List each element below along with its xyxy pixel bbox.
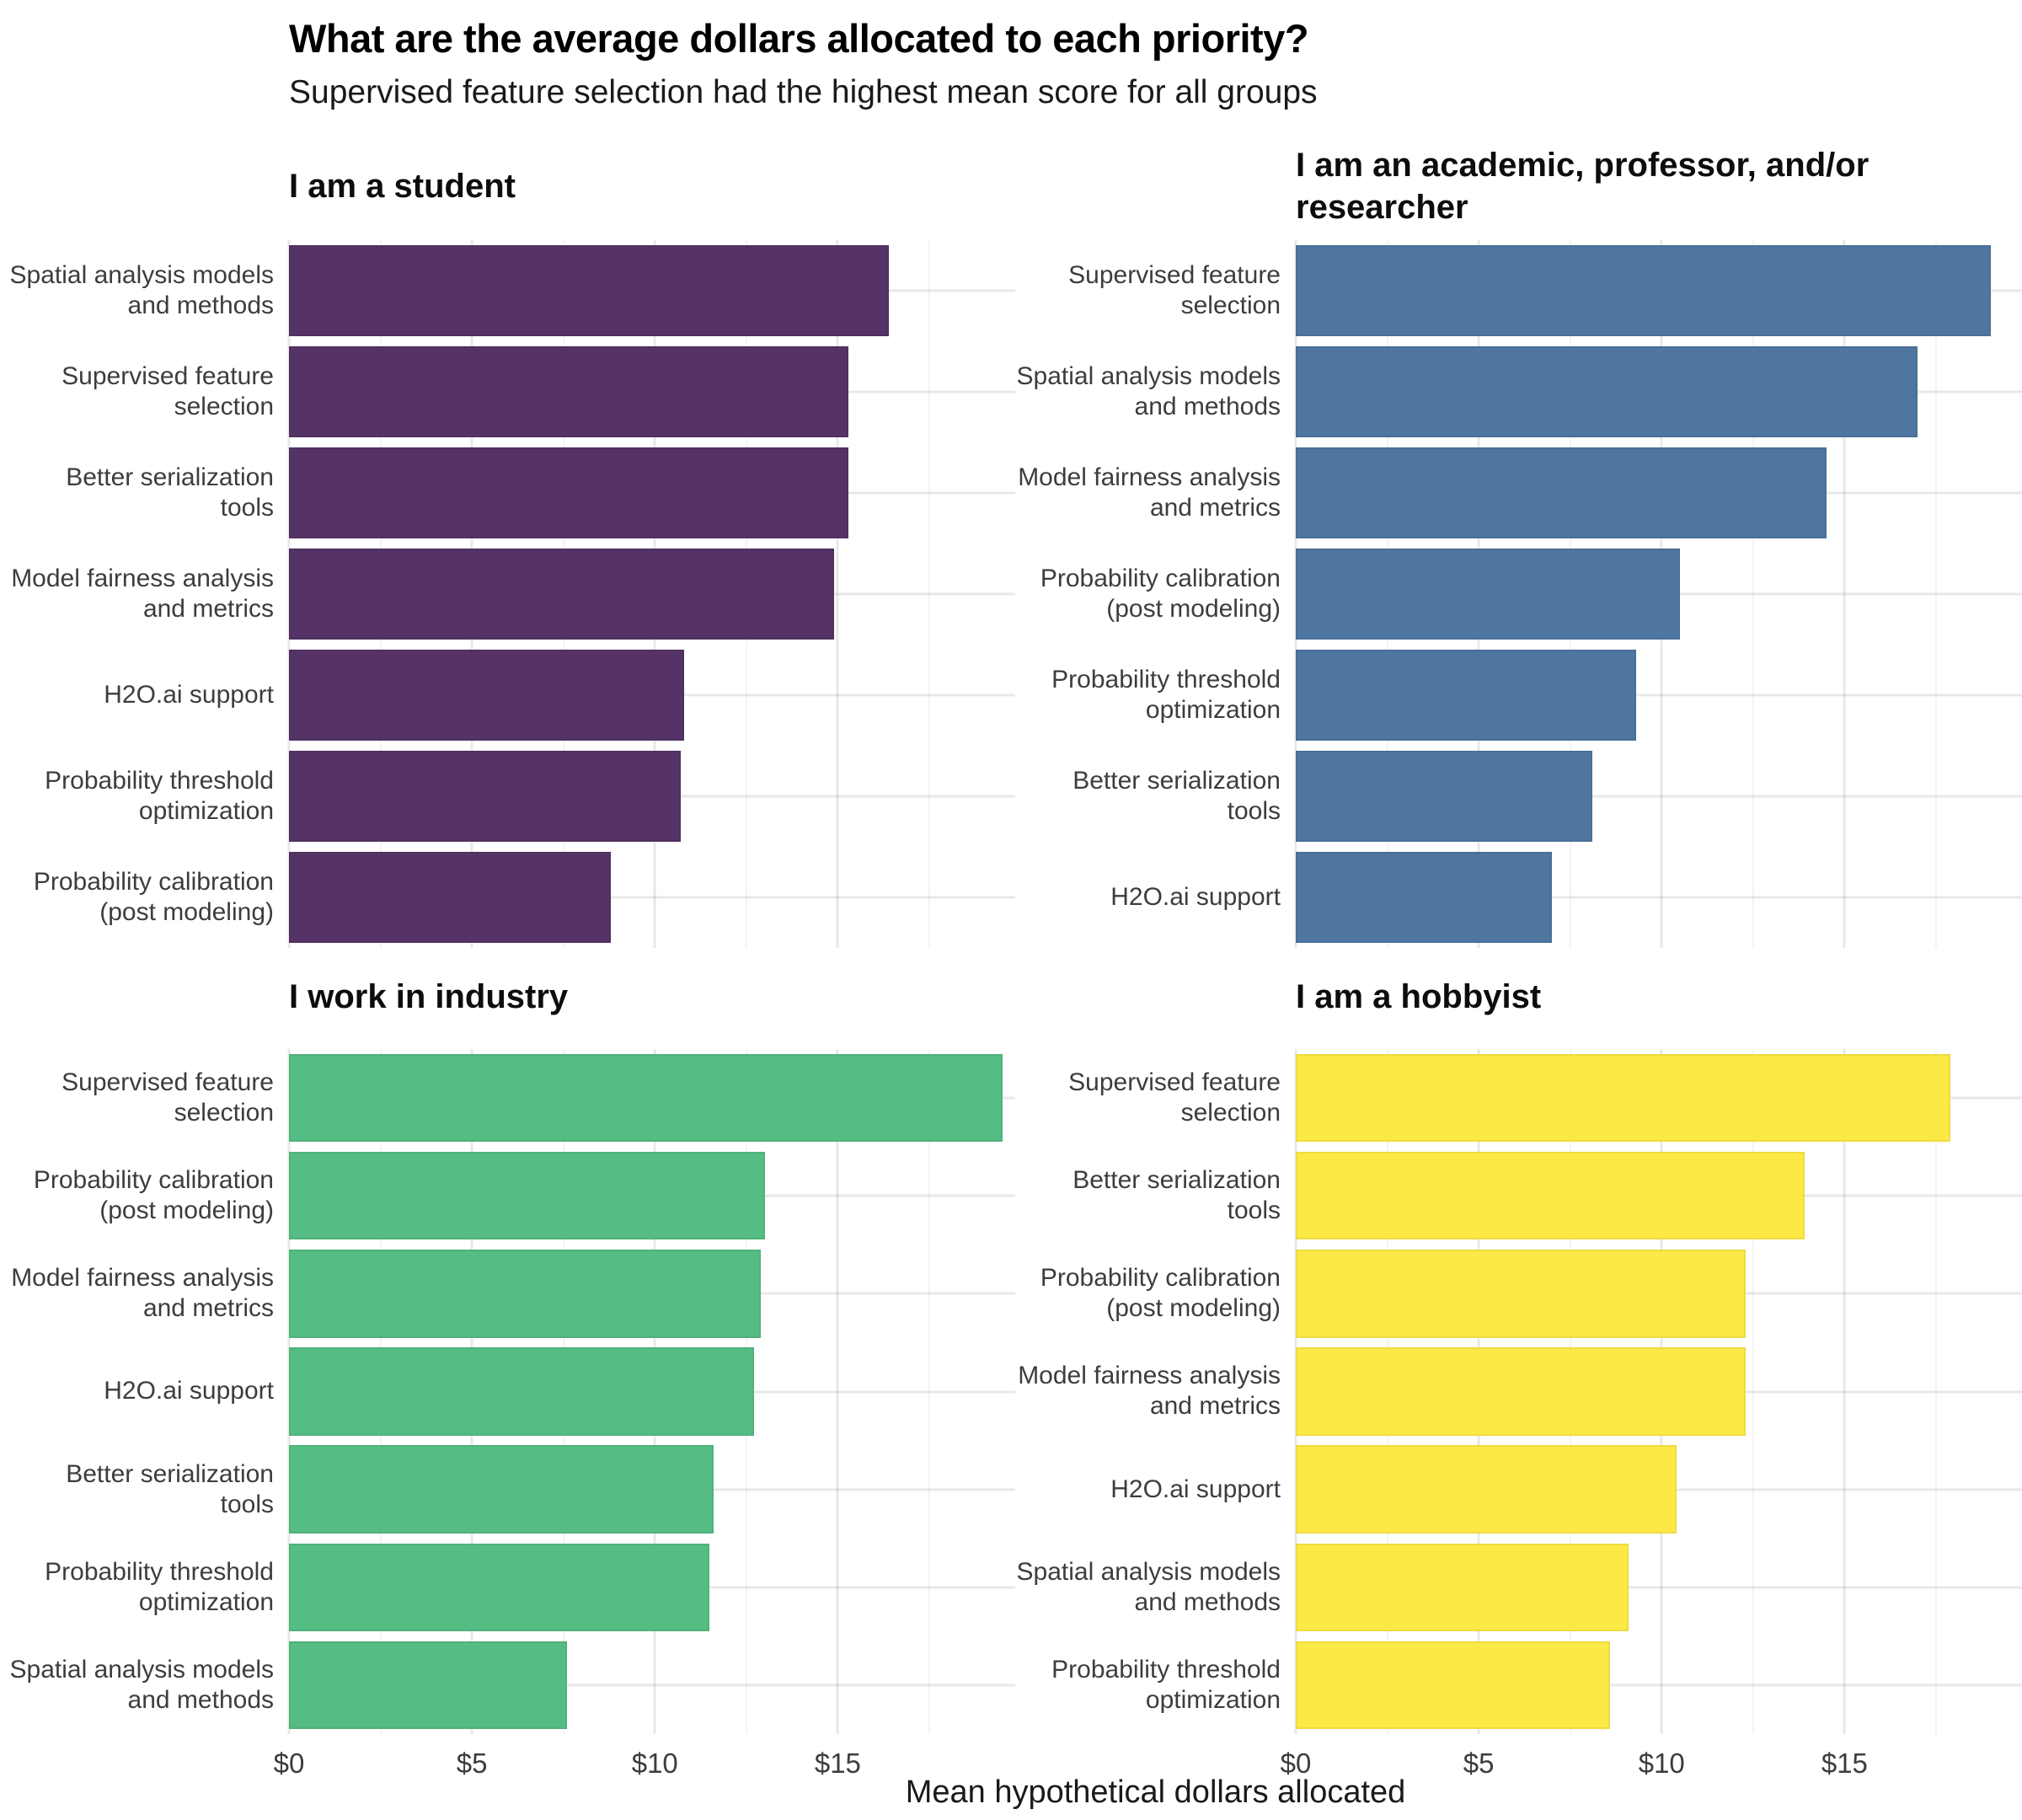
facet-hobbyist: I am a hobbyist Supervised feature select… [1007, 948, 2022, 1779]
category-label: Model fairness analysis and metrics [11, 1264, 274, 1323]
bar-industry [289, 1445, 714, 1534]
category-labels: Supervised feature selection Probability … [0, 1049, 275, 1734]
x-tick-label: $5 [456, 1748, 488, 1779]
bar-academic [1296, 549, 1680, 640]
category-label: H2O.ai support [1110, 1475, 1281, 1503]
facet-student: I am a student Spatial analysis models an… [0, 139, 1015, 948]
category-label: Spatial analysis models and methods [1016, 1557, 1281, 1616]
plot-panel-academic [1294, 240, 2022, 948]
bar-student [289, 346, 849, 437]
bar-student [289, 852, 612, 943]
category-label: Probability calibration (post modeling) [1040, 1264, 1281, 1323]
bar-industry [289, 1347, 754, 1436]
x-tick-label: $0 [1280, 1748, 1312, 1779]
plot-panel-industry [287, 1049, 1015, 1734]
category-label: Probability calibration (post modeling) [1040, 565, 1281, 623]
vertical-gridline [1843, 1049, 1846, 1734]
category-label: Probability calibration (post modeling) [33, 1166, 274, 1225]
facet-title-academic: I am an academic, professor, and/or rese… [1296, 147, 1870, 226]
bar-hobbyist [1296, 1543, 1629, 1632]
bar-hobbyist [1296, 1151, 1805, 1240]
x-tick-label: $15 [814, 1748, 861, 1779]
bar-student [289, 447, 849, 538]
category-label: Model fairness analysis and metrics [1018, 463, 1281, 522]
x-axis-title: Mean hypothetical dollars allocated [905, 1774, 1406, 1810]
category-label: Better serialization tools [66, 1459, 274, 1518]
chart-subtitle: Supervised feature selection had the hig… [289, 74, 1318, 110]
bar-industry [289, 1641, 568, 1730]
bar-hobbyist [1296, 1445, 1677, 1534]
facet-title-industry: I work in industry [289, 978, 569, 1015]
bar-hobbyist [1296, 1250, 1747, 1338]
chart-title: What are the average dollars allocated t… [289, 16, 1309, 61]
category-label: Spatial analysis models and methods [9, 261, 275, 319]
category-label: Supervised feature selection [1068, 261, 1281, 319]
category-label: Supervised feature selection [62, 362, 274, 420]
category-label: Supervised feature selection [1068, 1068, 1281, 1127]
category-label: H2O.ai support [1110, 883, 1281, 911]
vertical-gridline [1934, 1049, 1937, 1734]
x-tick-label: $5 [1463, 1748, 1495, 1779]
bar-industry [289, 1250, 762, 1338]
x-axis: $0 $5 $10 $15 [274, 1741, 1015, 1781]
vertical-gridline [928, 1049, 930, 1734]
x-axis: $0 $5 $10 $15 [1281, 1741, 2022, 1781]
facet-title-student: I am a student [289, 168, 516, 205]
x-tick-label: $15 [1821, 1748, 1868, 1779]
category-label: Spatial analysis models and methods [9, 1655, 275, 1714]
category-label: H2O.ai support [104, 681, 274, 709]
bar-academic [1296, 447, 1827, 538]
bar-industry [289, 1151, 765, 1240]
bar-industry [289, 1053, 1003, 1143]
plot-panel-hobbyist [1294, 1049, 2022, 1734]
category-label: Better serialization tools [66, 463, 274, 522]
vertical-gridline [836, 1049, 839, 1734]
bar-industry [289, 1543, 710, 1632]
facet-industry: I work in industry Supervised feature sel… [0, 948, 1015, 1779]
facet-academic: I am an academic, professor, and/or rese… [1007, 139, 2022, 948]
bar-student [289, 650, 684, 741]
category-label: Spatial analysis models and methods [1016, 362, 1281, 420]
bar-academic [1296, 346, 1918, 437]
category-labels: Spatial analysis models and methods Super… [0, 240, 275, 948]
category-label: Better serialization tools [1073, 1166, 1281, 1225]
x-tick-label: $10 [631, 1748, 678, 1779]
category-label: Model fairness analysis and metrics [1018, 1362, 1281, 1421]
bar-academic [1296, 751, 1592, 842]
category-labels: Supervised feature selection Spatial anal… [1007, 240, 1281, 948]
category-label: Probability threshold optimization [45, 767, 274, 825]
x-tick-label: $0 [273, 1748, 305, 1779]
facet-title-hobbyist: I am a hobbyist [1296, 978, 1542, 1015]
bar-hobbyist [1296, 1641, 1611, 1730]
vertical-gridline [1934, 240, 1937, 948]
bar-student [289, 549, 835, 640]
category-label: Probability threshold optimization [1051, 666, 1281, 724]
bar-academic [1296, 244, 1992, 336]
category-label: Better serialization tools [1073, 767, 1281, 825]
bar-hobbyist [1296, 1347, 1747, 1436]
category-labels: Supervised feature selection Better seria… [1007, 1049, 1281, 1734]
bar-academic [1296, 650, 1636, 741]
bar-hobbyist [1296, 1053, 1951, 1143]
category-label: Probability threshold optimization [45, 1557, 274, 1616]
category-label: Probability calibration (post modeling) [33, 868, 274, 926]
bar-academic [1296, 852, 1552, 943]
category-label: Probability threshold optimization [1051, 1655, 1281, 1714]
plot-panel-student [287, 240, 1015, 948]
vertical-gridline [928, 240, 930, 948]
category-label: Model fairness analysis and metrics [11, 565, 274, 623]
category-label: Supervised feature selection [62, 1068, 274, 1127]
bar-student [289, 244, 890, 336]
category-label: H2O.ai support [104, 1377, 274, 1405]
bar-student [289, 751, 681, 842]
x-tick-label: $10 [1638, 1748, 1685, 1779]
